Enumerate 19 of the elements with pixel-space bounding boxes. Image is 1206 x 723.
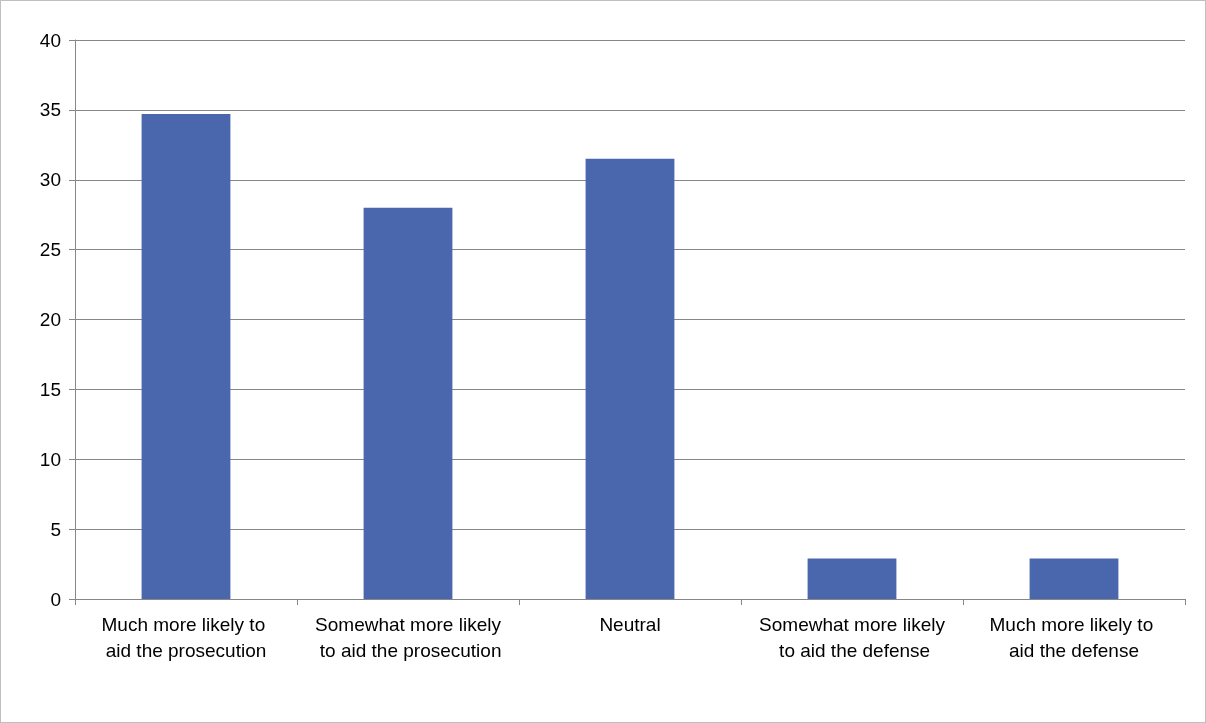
x-tick-label: Somewhat more likely to aid the prosecution [314,613,502,661]
y-tick-label: 30 [39,169,61,191]
y-tick-label: 35 [39,99,61,121]
y-tick-label: 15 [39,378,61,400]
y-tick-label: 10 [39,448,61,470]
x-tick-label: Neutral [599,613,661,635]
y-tick-label: 25 [39,239,61,261]
x-tick-label: Somewhat more likely to aid the defense [759,613,946,661]
y-tick-label: 5 [50,518,61,540]
bar [141,114,231,599]
x-tick-label: Much more likely to aid the defense [989,613,1159,661]
bar [585,158,675,599]
y-tick-label: 0 [50,588,61,610]
y-tick-label: 40 [39,29,61,51]
bar [363,207,453,599]
y-tick-label: 20 [39,309,61,330]
bar [807,558,897,599]
x-tick-label: Much more likely to aid the prosecution [101,613,271,661]
bar [1029,558,1119,599]
